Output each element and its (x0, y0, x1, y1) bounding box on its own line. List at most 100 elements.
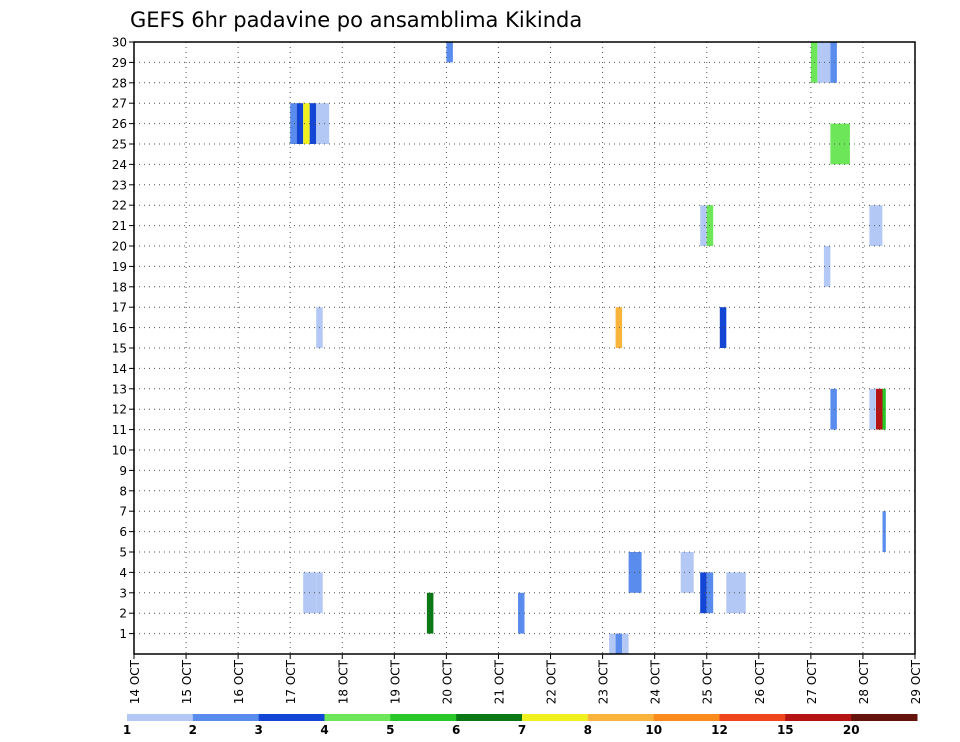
precip-cell (309, 103, 317, 144)
y-tick-label: 19 (112, 260, 127, 274)
y-tick-label: 27 (112, 97, 127, 111)
y-tick-label: 2 (119, 607, 127, 621)
y-tick-label: 5 (119, 546, 127, 560)
y-tick-label: 23 (112, 178, 127, 192)
x-tick-label: 26 OCT (753, 659, 767, 704)
colorbar-segment (522, 714, 589, 721)
colorbar-segment (192, 714, 260, 721)
y-tick-label: 7 (119, 505, 127, 519)
colorbar-label: 3 (255, 723, 263, 737)
precip-cell (680, 552, 694, 593)
precip-cell (700, 572, 707, 614)
y-tick-label: 12 (112, 403, 127, 417)
colorbar-segment (456, 714, 523, 721)
precip-cell (628, 552, 642, 593)
y-tick-label: 13 (112, 382, 127, 396)
precip-cell (830, 388, 837, 430)
y-axis-ticks: 1234567891011121314151617181920212223242… (112, 36, 134, 641)
x-tick-label: 19 OCT (388, 659, 402, 704)
y-tick-label: 29 (112, 56, 127, 70)
y-tick-label: 11 (112, 423, 127, 437)
precip-cell (303, 103, 310, 144)
x-tick-label: 18 OCT (336, 659, 350, 704)
colorbar-label: 1 (123, 723, 131, 737)
x-axis-ticks: 14 OCT 15 OCT 16 OCT 17 OCT 18 OCT 19 OCT 20 O… (128, 654, 923, 704)
precip-cell (622, 633, 629, 654)
x-tick-label: 21 OCT (492, 659, 506, 704)
precip-cell (518, 592, 525, 634)
chart-title: GEFS 6hr padavine po ansamblima Kikinda (130, 8, 582, 32)
y-tick-label: 16 (112, 321, 127, 335)
precip-cell (609, 633, 616, 654)
x-tick-label: 14 OCT (128, 659, 142, 704)
x-tick-label: 24 OCT (649, 659, 663, 704)
colorbar: 1 2 3 4 5 6 7 8 10 12 15 20 (123, 714, 918, 737)
colorbar-segment (719, 714, 786, 721)
x-tick-label: 28 OCT (857, 659, 871, 704)
precip-cell (830, 42, 837, 83)
y-tick-label: 14 (112, 362, 127, 376)
colorbar-label: 20 (843, 723, 860, 737)
precip-cell (615, 307, 623, 348)
precip-cell (869, 388, 876, 430)
precip-cell (726, 572, 746, 614)
y-tick-label: 18 (112, 280, 127, 294)
y-tick-label: 26 (112, 117, 127, 131)
y-tick-label: 8 (119, 484, 127, 498)
precip-cell (830, 123, 850, 165)
y-tick-label: 25 (112, 138, 127, 152)
x-tick-label: 22 OCT (545, 659, 559, 704)
precip-cell (719, 307, 727, 348)
y-tick-label: 21 (112, 219, 127, 233)
colorbar-label: 8 (584, 723, 592, 737)
precip-cell (290, 103, 297, 144)
colorbar-label: 10 (645, 723, 662, 737)
x-tick-label: 20 OCT (440, 659, 454, 704)
precip-cell (869, 205, 883, 246)
x-tick-label: 15 OCT (180, 659, 194, 704)
colorbar-label: 15 (777, 723, 794, 737)
colorbar-label: 12 (711, 723, 728, 737)
y-tick-label: 6 (119, 525, 127, 539)
colorbar-segment (390, 714, 457, 721)
precip-cell (446, 42, 453, 63)
x-tick-label: 17 OCT (284, 659, 298, 704)
colorbar-segment (587, 714, 655, 721)
colorbar-segment (127, 714, 194, 721)
x-tick-label: 29 OCT (909, 659, 923, 704)
y-tick-label: 30 (112, 36, 127, 50)
colorbar-segment (653, 714, 720, 721)
precip-cell (823, 246, 831, 287)
x-tick-label: 23 OCT (597, 659, 611, 704)
colorbar-label: 7 (518, 723, 526, 737)
y-tick-label: 10 (112, 444, 127, 458)
y-tick-label: 22 (112, 199, 127, 213)
colorbar-segment (324, 714, 391, 721)
colorbar-label: 4 (320, 723, 328, 737)
x-tick-label: 27 OCT (805, 659, 819, 704)
y-tick-label: 3 (119, 586, 127, 600)
grid-lines (134, 42, 915, 654)
precip-cell (615, 633, 623, 654)
precip-cell (426, 592, 434, 634)
x-tick-label: 25 OCT (701, 659, 715, 704)
precip-cell (316, 103, 330, 144)
colorbar-segment (258, 714, 325, 721)
x-tick-label: 16 OCT (232, 659, 246, 704)
y-tick-label: 15 (112, 342, 127, 356)
y-tick-label: 28 (112, 76, 127, 90)
y-tick-label: 17 (112, 301, 127, 315)
colorbar-label: 6 (452, 723, 460, 737)
colorbar-segment (851, 714, 918, 721)
y-tick-label: 1 (119, 627, 127, 641)
colorbar-segment (785, 714, 852, 721)
colorbar-label: 2 (189, 723, 197, 737)
precip-cell (817, 42, 831, 83)
precip-cell (700, 205, 707, 246)
colorbar-label: 5 (386, 723, 394, 737)
y-tick-label: 24 (112, 158, 127, 172)
y-tick-label: 20 (112, 240, 127, 254)
y-tick-label: 4 (119, 566, 127, 580)
y-tick-label: 9 (119, 464, 127, 478)
